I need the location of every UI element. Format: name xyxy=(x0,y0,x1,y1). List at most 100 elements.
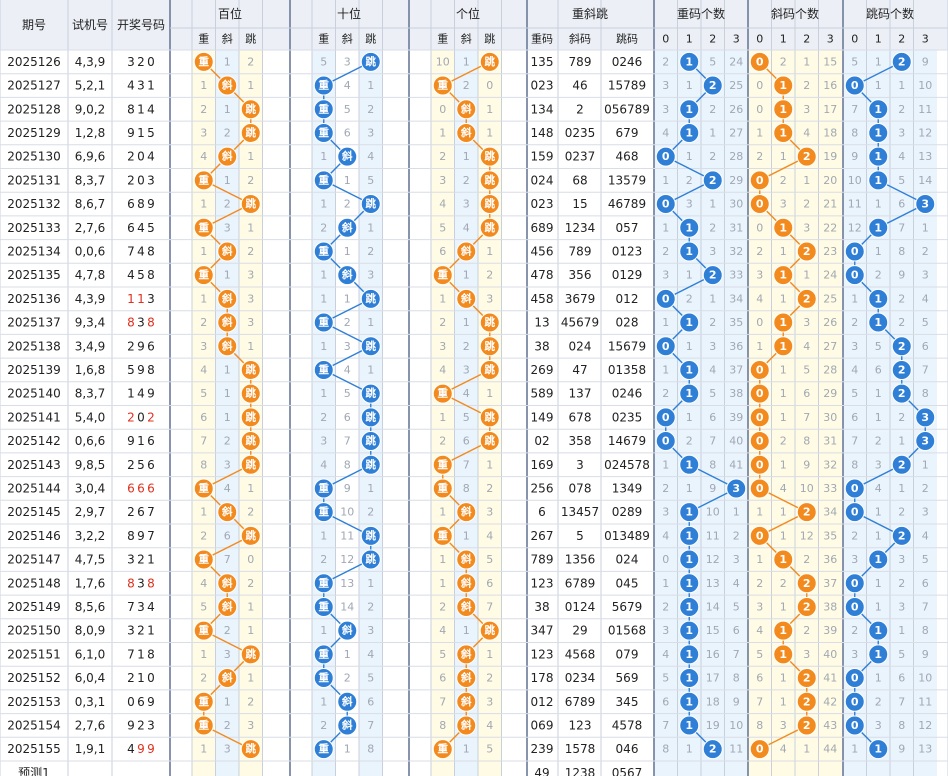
count-miss-value: 4 xyxy=(875,482,882,495)
miss-value: 1 xyxy=(224,363,231,376)
trend-ball xyxy=(240,407,261,428)
count-ball xyxy=(773,312,794,333)
trend-ball xyxy=(456,691,477,712)
count-miss-value: 2 xyxy=(662,387,669,400)
miss-value: 4 xyxy=(200,577,207,590)
miss-value: 2 xyxy=(344,316,351,329)
draw-digit: 0 xyxy=(147,55,155,69)
count-miss-value: 2 xyxy=(686,292,693,305)
miss-value: 1 xyxy=(486,387,493,400)
count-ball xyxy=(773,644,794,665)
count-ball-label: 2 xyxy=(803,245,811,258)
draw-digit: 7 xyxy=(127,244,135,258)
count-miss-value: 3 xyxy=(733,553,740,566)
count-miss-value: 2 xyxy=(756,150,763,163)
draw-digit: 0 xyxy=(137,150,145,164)
count-ball-label: 0 xyxy=(851,600,859,613)
count-ball xyxy=(655,407,676,428)
count-ball xyxy=(679,502,700,523)
count-miss-value: 1 xyxy=(756,340,763,353)
test-cell: 5,2,1 xyxy=(75,79,106,93)
count-ball xyxy=(844,691,865,712)
test-cell: 9,0,2 xyxy=(75,102,106,116)
miss-value: 5 xyxy=(486,743,493,756)
test-cell: 9,8,5 xyxy=(75,458,106,472)
miss-value: 1 xyxy=(247,600,254,613)
xiema-cell: 2 xyxy=(576,102,584,116)
count-miss-value: 26 xyxy=(729,103,743,116)
miss-value: 1 xyxy=(439,506,446,519)
count-miss-value: 3 xyxy=(922,269,929,282)
count-ball-label: 0 xyxy=(756,387,764,400)
miss-value: 1 xyxy=(344,174,351,187)
draw-digit: 9 xyxy=(127,718,135,732)
miss-value: 6 xyxy=(344,126,351,139)
count-ball-label: 1 xyxy=(874,150,882,163)
xiema-cell: 1234 xyxy=(565,221,596,235)
count-miss-value: 7 xyxy=(922,363,929,376)
header-sub-zhong: 重 xyxy=(437,32,448,46)
miss-value: 2 xyxy=(224,624,231,637)
count-ball xyxy=(868,99,889,120)
count-miss-value: 3 xyxy=(898,126,905,139)
trend-ball-label: 斜 xyxy=(341,695,353,708)
trend-ball-label: 重 xyxy=(438,268,449,281)
xiema-cell: 6789 xyxy=(565,695,596,709)
count-ball-label: 0 xyxy=(756,435,764,448)
draw-digit: 8 xyxy=(147,363,155,377)
trend-ball-label: 重 xyxy=(199,624,210,637)
miss-value: 3 xyxy=(486,506,493,519)
draw-digit: 1 xyxy=(127,292,135,306)
count-miss-value: 3 xyxy=(662,269,669,282)
trend-ball xyxy=(217,336,238,357)
count-miss-value: 4 xyxy=(709,363,716,376)
count-miss-value: 2 xyxy=(709,316,716,329)
count-ball xyxy=(679,596,700,617)
trend-ball-label: 斜 xyxy=(341,150,353,163)
trend-ball xyxy=(217,668,238,689)
draw-digit: 7 xyxy=(127,647,135,661)
trend-ball xyxy=(313,75,334,96)
count-miss-value: 19 xyxy=(706,719,720,732)
count-miss-value: 19 xyxy=(823,150,837,163)
tiaoma-cell: 0289 xyxy=(612,505,643,519)
test-cell: 8,0,9 xyxy=(75,624,106,638)
test-cell: 2,7,6 xyxy=(75,718,106,732)
count-ball-label: 1 xyxy=(779,648,787,661)
count-miss-value: 8 xyxy=(709,458,716,471)
count-ball-label: 1 xyxy=(779,126,787,139)
count-miss-value: 5 xyxy=(851,387,858,400)
zhongma-cell: 589 xyxy=(531,387,554,401)
draw-digit: 2 xyxy=(137,718,145,732)
trend-ball xyxy=(193,217,214,238)
count-miss-value: 5 xyxy=(875,340,882,353)
trend-ball xyxy=(240,122,261,143)
miss-value: 2 xyxy=(439,316,446,329)
count-ball-label: 2 xyxy=(709,269,717,282)
trend-ball xyxy=(193,478,214,499)
count-ball xyxy=(773,336,794,357)
trend-ball-label: 跳 xyxy=(485,339,496,352)
trend-ball-label: 斜 xyxy=(460,695,472,708)
miss-value: 1 xyxy=(200,506,207,519)
count-miss-value: 1 xyxy=(875,506,882,519)
miss-value: 2 xyxy=(320,719,327,732)
miss-value: 2 xyxy=(247,506,254,519)
trend-ball-label: 跳 xyxy=(246,410,257,423)
zhongma-cell: 024 xyxy=(531,173,554,187)
trend-ball-label: 斜 xyxy=(221,339,233,352)
miss-value: 6 xyxy=(439,672,446,685)
draw-digit: 4 xyxy=(137,387,145,401)
trend-ball xyxy=(240,99,261,120)
count-miss-value: 2 xyxy=(803,79,810,92)
zhongma-cell: 149 xyxy=(531,410,554,424)
count-ball xyxy=(702,739,723,760)
trend-ball xyxy=(432,265,453,286)
count-miss-value: 5 xyxy=(922,316,929,329)
miss-value: 1 xyxy=(367,363,374,376)
count-ball xyxy=(749,454,770,475)
count-miss-value: 2 xyxy=(803,198,810,211)
trend-ball-label: 重 xyxy=(319,244,330,257)
count-ball xyxy=(844,241,865,262)
draw-digit: 5 xyxy=(137,268,145,282)
